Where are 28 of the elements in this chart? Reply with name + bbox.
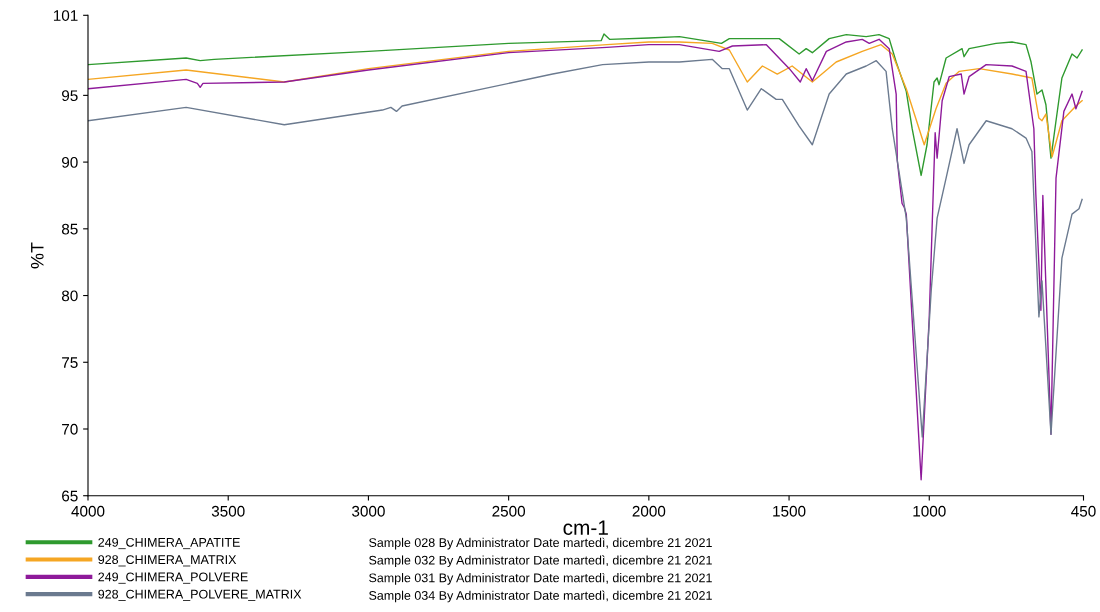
y-tick-label: 65 <box>62 490 78 502</box>
y-tick-label: 75 <box>62 357 78 368</box>
x-tick-label: 3500 <box>211 505 245 517</box>
text: Sample 028 By Administrator Date martedì, dicembre 21 2021 <box>369 537 712 550</box>
line-series <box>88 33 1083 177</box>
x-tick-label: 2500 <box>492 505 526 517</box>
x-tick-label: 3000 <box>352 505 385 517</box>
legend-label: 928_CHIMERA_MATRIX <box>98 555 237 567</box>
x-tick-label: 4000 <box>71 505 105 517</box>
y-axis-title: %T <box>30 242 44 269</box>
text: Sample 032 By Administrator Date martedì, dicembre 21 2021 <box>369 555 712 568</box>
x-tick-label: 1500 <box>773 505 806 517</box>
y-tick-label: 101 <box>53 10 78 21</box>
text: Sample 034 By Administrator Date martedì, dicembre 21 2021 <box>369 590 712 603</box>
x-axis-title: cm-1 <box>563 520 608 535</box>
line-series <box>88 41 1083 158</box>
x-tick-label: 2000 <box>632 505 666 517</box>
legend-label: 249_CHIMERA_APATITE <box>98 537 240 550</box>
y-tick-label: 85 <box>61 223 78 235</box>
y-tick-label: 90 <box>62 156 78 168</box>
x-tick-label: 450 <box>1071 505 1096 517</box>
legend-label: 928_CHIMERA_POLVERE_MATRIX <box>98 589 302 601</box>
x-tick-label: 1000 <box>913 505 946 517</box>
y-tick-label: 95 <box>62 90 78 102</box>
legend-label: 249_CHIMERA_POLVERE <box>98 572 248 584</box>
y-tick-label: 80 <box>61 290 78 302</box>
y-tick-label: 70 <box>62 423 78 435</box>
text: Sample 031 By Administrator Date martedì, dicembre 21 2021 <box>369 572 712 585</box>
